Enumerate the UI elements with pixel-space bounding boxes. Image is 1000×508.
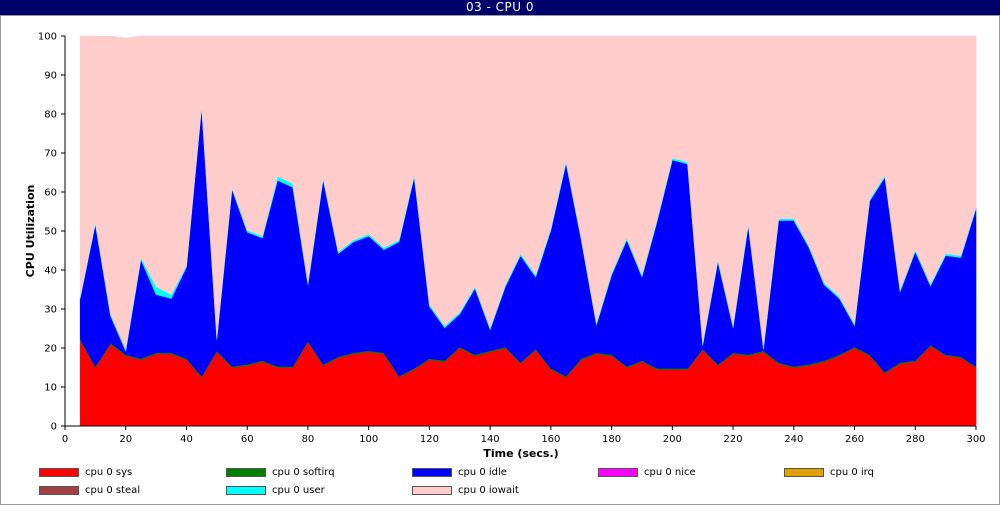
legend-item: cpu 0 sys [39, 467, 132, 479]
x-tick-label: 20 [119, 434, 132, 445]
legend-item: cpu 0 user [226, 485, 325, 497]
legend-swatch [412, 468, 452, 477]
legend-item: cpu 0 irq [784, 467, 874, 479]
legend-swatch [226, 486, 266, 495]
y-tick-label: 50 [44, 227, 57, 238]
area-cpu-0-iowait [79, 35, 977, 350]
x-tick-label: 260 [845, 434, 864, 445]
x-axis-label: Time (secs.) [483, 447, 558, 460]
legend-label: cpu 0 sys [85, 467, 133, 478]
x-tick-label: 80 [302, 434, 315, 445]
y-tick-label: 90 [44, 71, 57, 82]
legend-swatch [412, 486, 452, 495]
chart-panel: 0 10 20 30 40 50 60 70 80 90 100 0 20 40 60 80 100 120 140… [0, 15, 1000, 505]
area-series-group [65, 35, 977, 427]
x-tick-label: 60 [241, 434, 254, 445]
y-tick-label: 80 [44, 110, 57, 121]
x-tick-label: 120 [420, 434, 439, 445]
x-tick-label: 300 [966, 434, 985, 445]
legend-label: cpu 0 irq [830, 467, 874, 478]
legend-item: cpu 0 nice [598, 467, 696, 479]
y-tick-label: 0 [51, 422, 57, 433]
x-tick-label: 220 [724, 434, 743, 445]
x-tick-label: 40 [180, 434, 193, 445]
legend-swatch [39, 486, 79, 495]
x-tick-label: 280 [906, 434, 925, 445]
legend-label: cpu 0 user [272, 485, 325, 496]
y-tick-label: 20 [44, 344, 57, 355]
legend-item: cpu 0 steal [39, 485, 140, 497]
legend-label: cpu 0 idle [458, 467, 507, 478]
y-tick-label: 40 [44, 266, 57, 277]
legend-item: cpu 0 idle [412, 467, 507, 479]
legend-swatch [598, 468, 638, 477]
x-tick-label: 140 [481, 434, 500, 445]
x-tick-label: 180 [602, 434, 621, 445]
window-title: 03 - CPU 0 [0, 0, 1000, 15]
legend-swatch [784, 468, 824, 477]
y-tick-label: 10 [44, 383, 57, 394]
y-tick-label: 100 [38, 32, 57, 43]
x-tick-label: 0 [62, 434, 68, 445]
legend-label: cpu 0 steal [85, 485, 141, 496]
legend-label: cpu 0 softirq [272, 467, 335, 478]
y-axis-label: CPU Utilization [24, 185, 37, 278]
x-tick-label: 240 [784, 434, 803, 445]
legend-label: cpu 0 iowait [458, 485, 519, 496]
x-tick-label: 160 [541, 434, 560, 445]
legend-swatch [39, 468, 79, 477]
y-tick-label: 60 [44, 188, 57, 199]
legend-item: cpu 0 softirq [226, 467, 335, 479]
axes-group: 0 10 20 30 40 50 60 70 80 90 100 0 20 40 60 80 100 120 140… [38, 32, 986, 446]
legend-swatch [226, 468, 266, 477]
legend-item: cpu 0 iowait [412, 485, 519, 497]
stacked-area-chart: 0 10 20 30 40 50 60 70 80 90 100 0 20 40 60 80 100 120 140… [24, 32, 986, 461]
y-tick-label: 30 [44, 305, 57, 316]
y-tick-label: 70 [44, 149, 57, 160]
x-tick-label: 200 [663, 434, 682, 445]
legend-label: cpu 0 nice [644, 467, 696, 478]
x-tick-label: 100 [359, 434, 378, 445]
